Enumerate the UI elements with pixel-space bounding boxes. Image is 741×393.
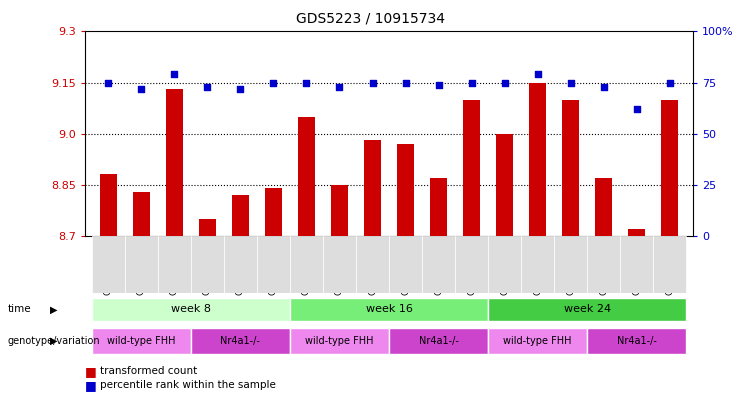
Bar	[554, 236, 587, 293]
Text: percentile rank within the sample: percentile rank within the sample	[100, 380, 276, 390]
Bar	[463, 99, 480, 236]
Text: ■: ■	[85, 378, 97, 392]
Text: GDS5223 / 10915734: GDS5223 / 10915734	[296, 12, 445, 26]
Bar	[158, 236, 191, 293]
Bar	[587, 236, 620, 293]
Bar	[232, 195, 249, 236]
Bar	[529, 83, 546, 236]
Text: Nr4a1-/-: Nr4a1-/-	[617, 336, 657, 346]
Text: week 16: week 16	[365, 305, 413, 314]
Point	[631, 106, 642, 112]
Bar	[290, 328, 389, 354]
Text: ■: ■	[85, 365, 97, 378]
Bar	[562, 99, 579, 236]
Bar	[290, 298, 488, 321]
Bar	[356, 236, 389, 293]
Bar	[422, 236, 455, 293]
Bar	[662, 99, 678, 236]
Point	[532, 71, 544, 77]
Text: wild-type FHH: wild-type FHH	[305, 336, 373, 346]
Bar	[290, 236, 323, 293]
Text: week 24: week 24	[564, 305, 611, 314]
Bar	[521, 236, 554, 293]
Bar	[431, 178, 447, 236]
Point	[234, 86, 246, 92]
Bar	[191, 236, 224, 293]
Bar	[124, 236, 158, 293]
Bar	[166, 89, 182, 236]
Point	[565, 79, 576, 86]
Bar	[654, 236, 686, 293]
Bar	[92, 328, 191, 354]
Bar	[596, 178, 612, 236]
Bar	[488, 328, 587, 354]
Bar	[365, 140, 381, 236]
Bar	[496, 134, 513, 236]
Point	[268, 79, 279, 86]
Bar	[323, 236, 356, 293]
Bar	[587, 328, 686, 354]
Bar	[488, 236, 521, 293]
Bar	[92, 236, 124, 293]
Bar	[488, 298, 686, 321]
Point	[664, 79, 676, 86]
Point	[301, 79, 313, 86]
Point	[465, 79, 477, 86]
Bar	[224, 236, 257, 293]
Text: ▶: ▶	[50, 336, 58, 346]
Point	[499, 79, 511, 86]
Bar	[628, 229, 645, 236]
Point	[202, 83, 213, 90]
Text: Nr4a1-/-: Nr4a1-/-	[419, 336, 459, 346]
Point	[598, 83, 610, 90]
Bar	[191, 328, 290, 354]
Bar	[199, 219, 216, 236]
Text: ▶: ▶	[50, 305, 58, 314]
Point	[333, 83, 345, 90]
Point	[102, 79, 114, 86]
Text: transformed count: transformed count	[100, 366, 197, 376]
Bar	[100, 174, 116, 236]
Bar	[389, 328, 488, 354]
Bar	[298, 117, 315, 236]
Point	[367, 79, 379, 86]
Text: wild-type FHH: wild-type FHH	[503, 336, 572, 346]
Bar	[389, 236, 422, 293]
Bar	[620, 236, 654, 293]
Point	[399, 79, 411, 86]
Bar	[257, 236, 290, 293]
Bar	[133, 191, 150, 236]
Text: genotype/variation: genotype/variation	[7, 336, 100, 346]
Bar	[331, 185, 348, 236]
Bar	[455, 236, 488, 293]
Bar	[265, 188, 282, 236]
Point	[168, 71, 180, 77]
Point	[136, 86, 147, 92]
Text: week 8: week 8	[171, 305, 211, 314]
Text: time: time	[7, 305, 31, 314]
Text: wild-type FHH: wild-type FHH	[107, 336, 176, 346]
Text: Nr4a1-/-: Nr4a1-/-	[221, 336, 260, 346]
Bar	[397, 144, 413, 236]
Bar	[92, 298, 290, 321]
Point	[433, 81, 445, 88]
